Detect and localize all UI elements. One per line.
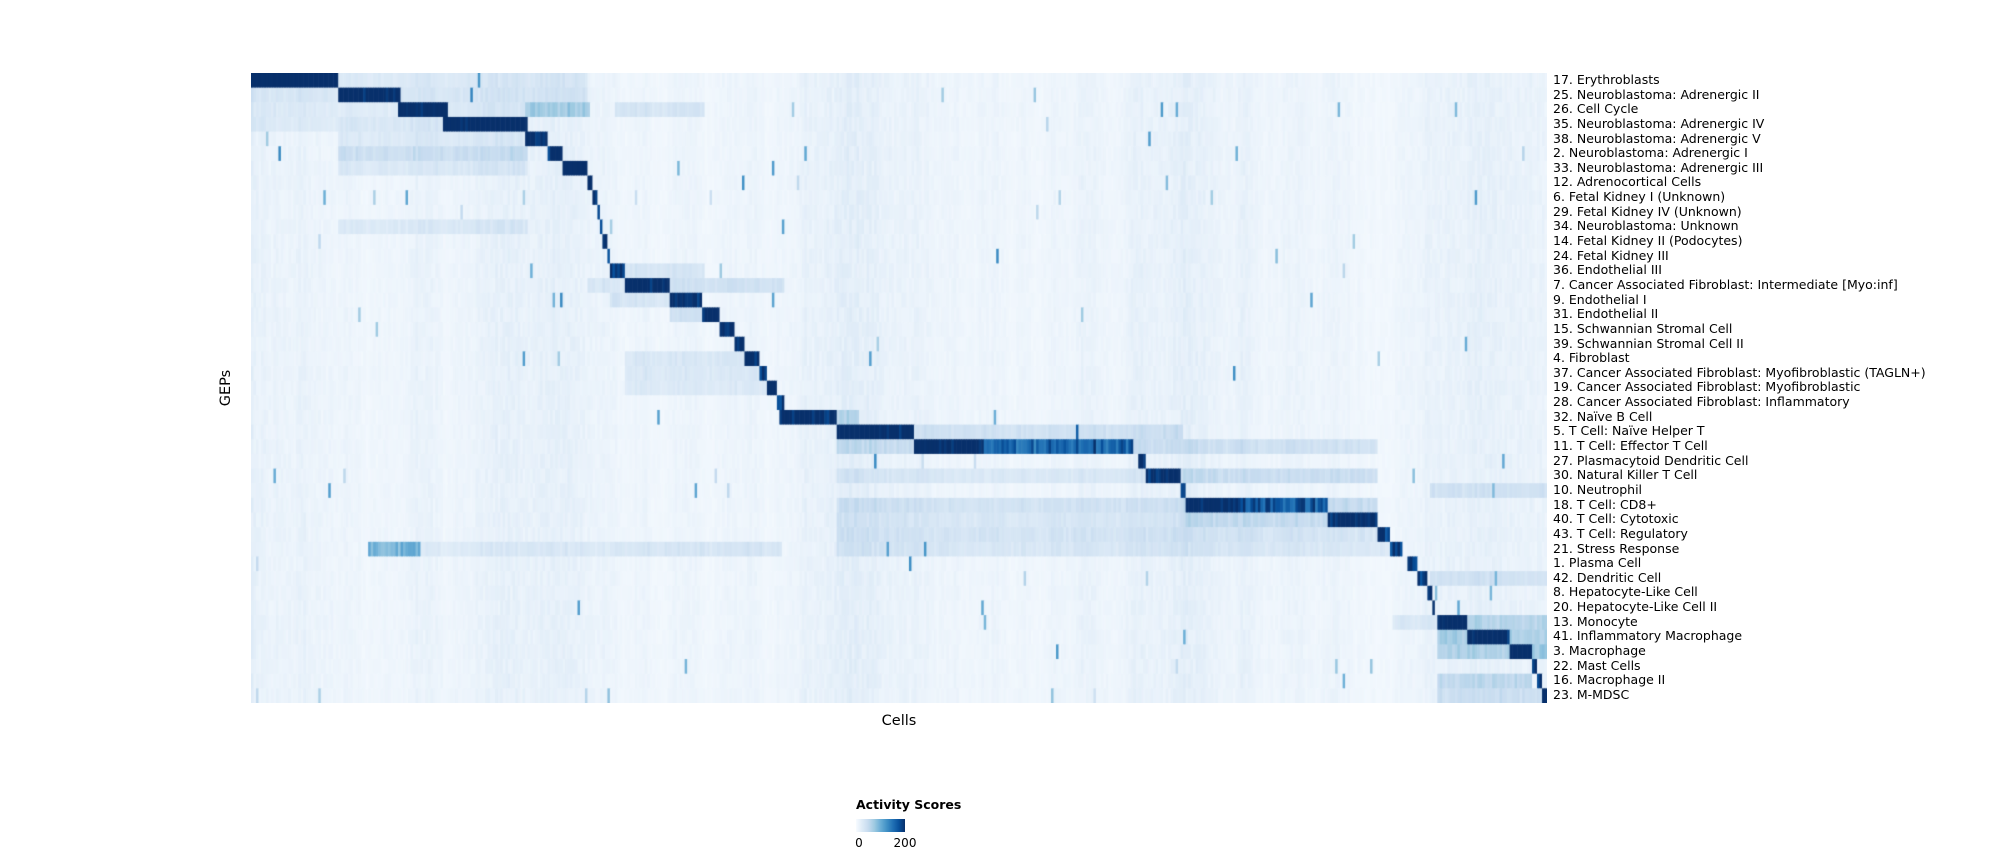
row-label: 25. Neuroblastoma: Adrenergic II [1553, 86, 1760, 102]
row-label: 13. Monocyte [1553, 613, 1638, 629]
row-label: 4. Fibroblast [1553, 350, 1630, 366]
row-label: 22. Mast Cells [1553, 657, 1641, 673]
legend-tick-min: 0 [855, 836, 863, 850]
row-label: 35. Neuroblastoma: Adrenergic IV [1553, 115, 1765, 131]
row-label: 2. Neuroblastoma: Adrenergic I [1553, 145, 1748, 161]
row-label: 40. T Cell: Cytotoxic [1553, 511, 1679, 527]
row-label: 11. T Cell: Effector T Cell [1553, 438, 1708, 454]
row-label: 31. Endothelial II [1553, 306, 1659, 322]
row-label: 24. Fetal Kidney III [1553, 247, 1669, 263]
legend-tick-max: 200 [893, 836, 917, 850]
row-label: 39. Schwannian Stromal Cell II [1553, 335, 1744, 351]
y-axis-label: GEPs [218, 369, 234, 407]
row-label: 15. Schwannian Stromal Cell [1553, 320, 1733, 336]
row-label: 32. Naïve B Cell [1553, 408, 1653, 424]
legend-title: Activity Scores [856, 797, 962, 812]
row-label: 37. Cancer Associated Fibroblast: Myofib… [1553, 364, 1926, 380]
row-label: 34. Neuroblastoma: Unknown [1553, 218, 1739, 234]
row-label: 1. Plasma Cell [1553, 555, 1642, 571]
colorbar-legend: Activity Scores 0 200 [855, 797, 1016, 851]
row-label: 33. Neuroblastoma: Adrenergic III [1553, 159, 1764, 175]
row-label: 5. T Cell: Naïve Helper T [1553, 423, 1705, 439]
row-label: 19. Cancer Associated Fibroblast: Myofib… [1553, 379, 1861, 395]
row-label: 41. Inflammatory Macrophage [1553, 628, 1743, 644]
row-label: 38. Neuroblastoma: Adrenergic V [1553, 130, 1761, 146]
row-label: 3. Macrophage [1553, 642, 1646, 658]
legend-ticks: 0 200 [855, 836, 1016, 851]
row-label: 27. Plasmacytoid Dendritic Cell [1553, 452, 1749, 468]
x-axis-label: Cells [881, 713, 917, 729]
row-label: 16. Macrophage II [1553, 672, 1666, 688]
row-label: 14. Fetal Kidney II (Podocytes) [1553, 233, 1743, 249]
row-label: 36. Endothelial III [1553, 262, 1662, 278]
row-label: 17. Erythroblasts [1553, 72, 1660, 87]
heatmap-canvas [251, 73, 1547, 703]
legend-gradient-bar [856, 819, 905, 832]
row-label: 26. Cell Cycle [1553, 101, 1639, 117]
row-label: 43. T Cell: Regulatory [1553, 525, 1688, 541]
row-label: 28. Cancer Associated Fibroblast: Inflam… [1553, 394, 1850, 410]
row-label: 6. Fetal Kidney I (Unknown) [1553, 189, 1726, 205]
row-label: 21. Stress Response [1553, 540, 1680, 556]
row-label: 29. Fetal Kidney IV (Unknown) [1553, 203, 1742, 219]
row-label: 18. T Cell: CD8+ [1553, 496, 1657, 512]
row-label: 12. Adrenocortical Cells [1553, 174, 1702, 190]
row-label: 10. Neutrophil [1553, 481, 1643, 497]
row-label: 23. M-MDSC [1553, 686, 1630, 702]
row-label: 20. Hepatocyte-Like Cell II [1553, 599, 1718, 615]
row-label: 8. Hepatocyte-Like Cell [1553, 584, 1698, 600]
row-label: 42. Dendritic Cell [1553, 569, 1662, 585]
row-label: 30. Natural Killer T Cell [1553, 467, 1698, 483]
row-label: 7. Cancer Associated Fibroblast: Interme… [1553, 276, 1898, 292]
row-label: 9. Endothelial I [1553, 291, 1647, 307]
row-labels: 17. Erythroblasts 25. Neuroblastoma: Adre… [1553, 72, 2003, 703]
